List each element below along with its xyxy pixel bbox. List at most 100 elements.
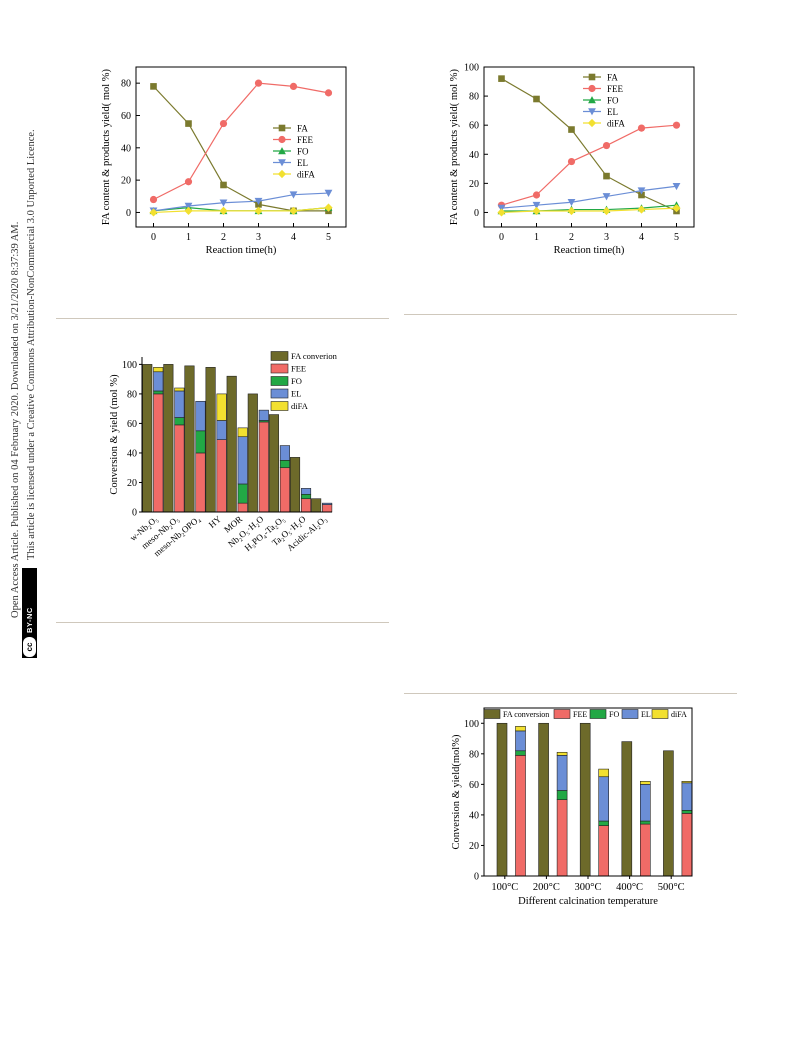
cc-license-badge[interactable]: cc BY-NC [22,568,37,658]
legend-label-FEE: FEE [607,84,624,94]
data-point-diFA [219,206,228,215]
y-axis-label: Conversion & yield (mol %) [109,374,120,495]
y-tick-label: 60 [127,419,137,430]
data-point-diFA [289,206,298,215]
legend-swatch [270,351,289,361]
legend-label: EL [641,710,651,719]
y-tick-label: 100 [464,719,479,730]
x-tick-label: HY [207,514,224,530]
series-line-FEE [501,124,677,206]
y-tick-label: 100 [122,360,137,371]
bar-EL [300,488,312,495]
legend-swatch [270,363,289,374]
data-point-diFA [637,205,646,214]
legend-label: diFA [671,710,687,719]
x-tick-label: 0 [499,232,504,243]
y-tick-label: 0 [474,872,479,883]
bar-FEE [598,825,609,877]
legend-label-FO: FO [297,147,309,157]
data-point-FEE [149,195,158,204]
bar-FO [153,390,164,395]
bar-FO [174,417,185,426]
legend-label-diFA: diFA [297,170,315,180]
x-tick-label: 4 [639,232,644,243]
data-point-diFA [532,206,541,216]
data-point-FA [603,172,610,180]
bar-EL [681,782,693,811]
separator-right-bottom [404,693,737,694]
bar-diFA [515,726,526,732]
legend-label: FA converion [291,351,338,361]
bar-FEE [300,498,312,513]
bar-conversion [142,364,153,513]
legend-marker-diFA [587,118,597,128]
bar-FEE [216,439,227,513]
data-point-FEE [672,121,681,129]
bar-FO [640,820,651,825]
x-tick-label: 3 [604,232,609,243]
data-point-diFA [602,206,611,216]
bar-EL [598,776,609,822]
data-point-EL [637,187,646,195]
line-chart-reaction-time-a: 0 20 40 60 80 0 1 2 3 4 5 Reaction time(h) FA conten… [101,66,347,256]
y-tick-label: 60 [469,121,479,132]
x-tick-label: 100°C [491,882,518,893]
plot-frame [483,66,695,228]
legend-label: diFA [291,401,309,411]
bar-FO [237,483,248,504]
legend-label-EL: EL [297,158,308,168]
line-chart-reaction-time-b: 0 20 40 60 80 100 0 1 2 3 4 5 Reaction time(h) FA con… [449,63,695,256]
data-point-FA [220,181,227,189]
bar-conversion [663,750,674,877]
y-axis-label: Conversion & yield(mol%) [451,734,462,849]
data-point-EL [602,193,611,201]
legend-marker-diFA [277,169,287,179]
data-point-FA [568,126,575,133]
legend-marker-FEE [278,135,286,144]
legend-swatch [483,709,501,719]
legend-marker-FO [278,147,286,155]
data-point-diFA [184,206,193,215]
y-axis-label: FA content & products yield( mol %) [101,68,112,225]
data-point-FEE [289,82,298,90]
x-tick-label: 200°C [533,882,560,893]
data-point-diFA [567,206,576,216]
bar-FEE [195,452,206,513]
bar-EL [279,445,290,461]
legend-label-FA: FA [607,73,618,83]
data-point-EL [184,202,193,210]
series-line-FA [501,78,677,212]
y-tick-label: 20 [127,478,137,489]
data-point-EL [672,182,681,191]
bar-conversion [184,365,195,513]
data-point-diFA [672,203,681,213]
y-tick-label: 20 [121,176,131,187]
x-tick-label: 2 [569,232,574,243]
legend-label: FEE [291,364,306,374]
x-axis-label: Reaction time(h) [206,245,277,256]
bar-EL [237,436,248,485]
y-tick-label: 60 [121,111,131,122]
bar-conversion [311,498,322,513]
data-point-FEE [567,157,576,166]
bar-diFA [174,387,185,392]
data-point-FEE [324,89,333,97]
legend-swatch [270,388,289,399]
legend-swatch [621,709,639,719]
bar-FEE [681,813,693,877]
bar-diFA [237,427,248,438]
bar-FEE [174,424,185,513]
cc-license-type: BY-NC [25,607,34,633]
separator-left-top [56,318,389,319]
x-tick-label: 2 [221,232,226,243]
bar-EL [556,755,568,791]
bar-diFA [640,781,651,785]
license-line[interactable]: This article is licensed under a Creativ… [26,129,37,560]
legend-marker-FEE [588,84,596,93]
x-axis-label: Different calcination temperature [518,896,658,907]
bar-conversion [226,375,237,513]
legend-marker-FA [278,124,286,132]
bar-diFA [153,367,164,373]
separator-left-bottom [56,622,389,623]
